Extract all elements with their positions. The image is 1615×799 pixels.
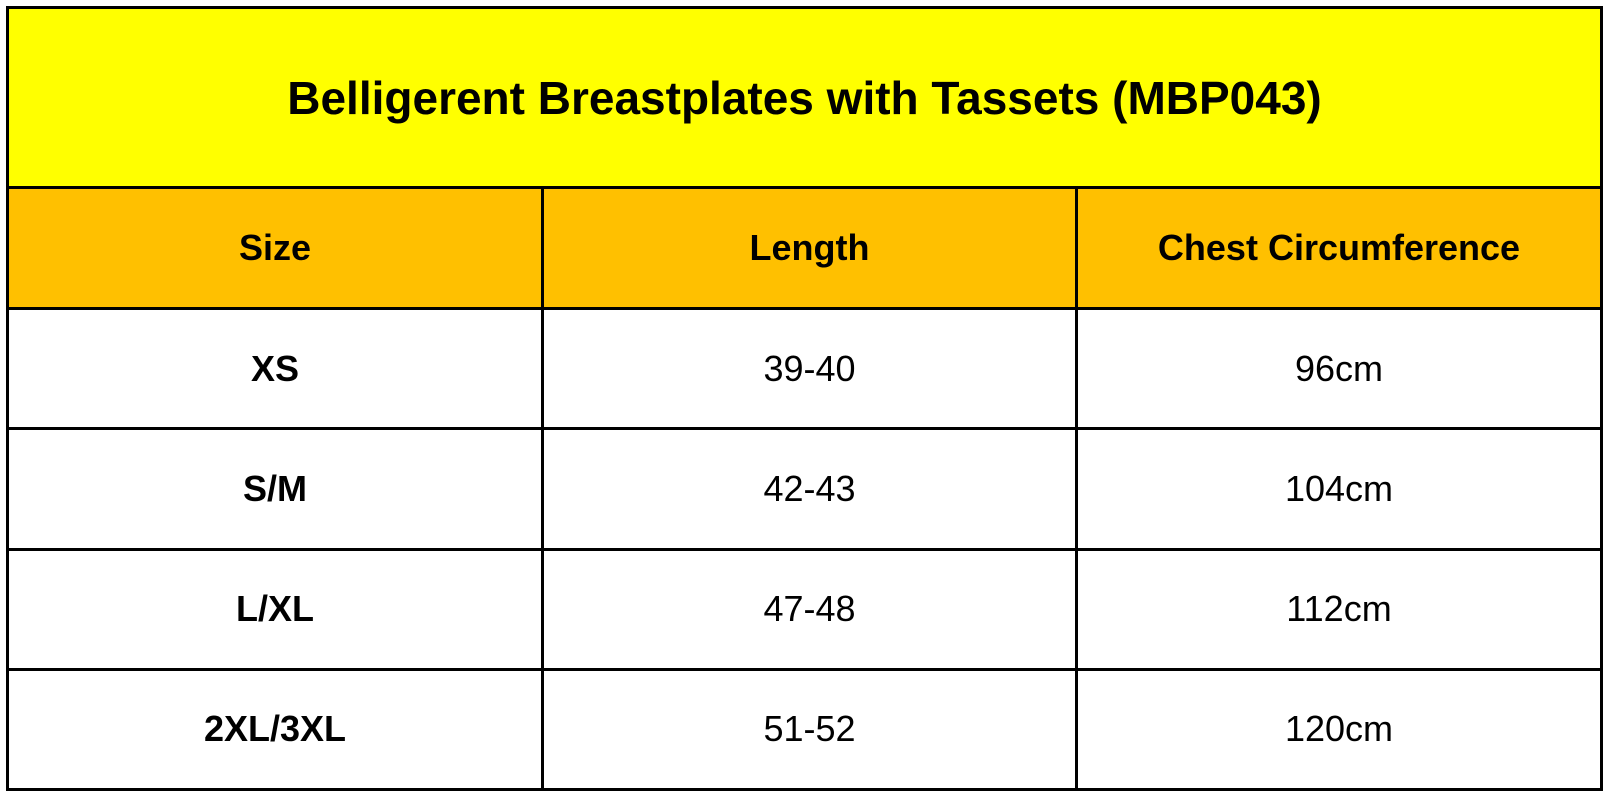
column-header: Length (541, 189, 1075, 307)
table-cell: 51-52 (541, 667, 1075, 788)
table-cell: 96cm (1075, 307, 1600, 428)
table-cell: XS (9, 307, 541, 428)
size-chart: Belligerent Breastplates with Tassets (M… (6, 6, 1603, 791)
table-cell: 42-43 (541, 427, 1075, 548)
table-cell: 47-48 (541, 547, 1075, 668)
table-cell: 104cm (1075, 427, 1600, 548)
table-cell: 120cm (1075, 667, 1600, 788)
table-cell: S/M (9, 427, 541, 548)
table-cell: L/XL (9, 547, 541, 668)
table-cell: 2XL/3XL (9, 667, 541, 788)
title: Belligerent Breastplates with Tassets (M… (9, 9, 1600, 189)
column-header: Size (9, 189, 541, 307)
table-cell: 39-40 (541, 307, 1075, 428)
table-cell: 112cm (1075, 547, 1600, 668)
column-header: Chest Circumference (1075, 189, 1600, 307)
